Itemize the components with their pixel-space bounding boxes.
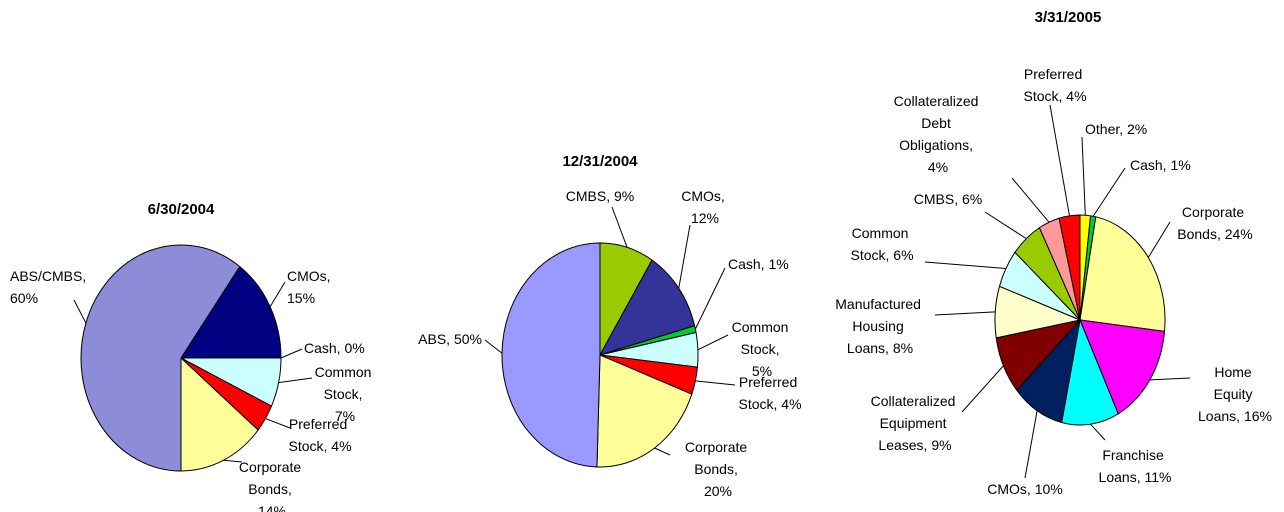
slice-label: ABS/CMBS, 60% — [10, 268, 90, 306]
slice-label: Preferred Stock, 4% — [288, 416, 351, 454]
slice-label: CMBS, 9% — [566, 188, 634, 204]
leader-line — [961, 365, 1004, 413]
slice-label: Cash, 1% — [1130, 157, 1191, 173]
leader-line — [654, 447, 671, 456]
slice-label: Common Stock, 7% — [315, 364, 376, 424]
leader-line — [484, 339, 503, 354]
leader-line — [924, 261, 1006, 269]
leader-line — [697, 334, 729, 351]
leader-line — [1011, 177, 1050, 223]
leader-line — [278, 377, 313, 384]
slice-label: Home Equity Loans, 16% — [1198, 364, 1272, 424]
slice-label: Manufactured Housing Loans, 8% — [835, 296, 925, 356]
leader-line — [1092, 167, 1126, 217]
slice-label: CMBS, 6% — [914, 191, 982, 207]
chart-title: 12/31/2004 — [562, 153, 638, 170]
slice-label: CMOs, 12% — [681, 188, 728, 226]
leader-line — [280, 348, 303, 359]
slice-label: Other, 2% — [1085, 121, 1147, 137]
slice-label: Common Stock, 6% — [850, 225, 913, 263]
slice-label: Collateralized Debt Obligations, 4% — [894, 93, 983, 175]
slice-label: Cash, 0% — [304, 340, 365, 356]
slice-label: Franchise Loans, 11% — [1099, 447, 1172, 485]
leader-line — [1149, 377, 1191, 381]
leader-line — [695, 380, 736, 386]
slice-label: Preferred Stock, 4% — [1023, 66, 1086, 104]
leader-line — [678, 224, 691, 289]
slice-label: Corporate Bonds, 24% — [1177, 204, 1253, 242]
slice-label: CMOs, 15% — [287, 268, 334, 306]
pie-slice — [80, 244, 241, 472]
leader-line — [1090, 423, 1106, 441]
slice-label: CMOs, 10% — [987, 481, 1062, 497]
leader-line — [1024, 410, 1038, 479]
pie-slice — [180, 356, 259, 472]
leader-line — [73, 299, 87, 324]
slice-label: Common Stock, 5% — [732, 319, 793, 379]
pie-slice — [1058, 214, 1081, 321]
slice-label: Corporate Bonds, 20% — [685, 439, 751, 499]
leader-line — [223, 459, 243, 463]
leader-line — [1081, 136, 1086, 216]
leader-line — [934, 311, 996, 316]
pie-slice — [1079, 216, 1166, 332]
leader-line — [984, 211, 1027, 240]
leader-line — [1049, 104, 1070, 216]
leader-line — [694, 267, 726, 330]
leader-line — [265, 418, 291, 429]
slice-label: Cash, 1% — [728, 256, 789, 272]
slice-label: Preferred Stock, 4% — [738, 374, 801, 412]
pie-slice — [1079, 319, 1166, 415]
leader-line — [1147, 221, 1171, 258]
slice-label: ABS, 50% — [418, 331, 482, 347]
pie-slice — [501, 242, 601, 468]
slice-label: Collateralized Equipment Leases, 9% — [871, 393, 960, 453]
pie-slice — [180, 265, 282, 359]
chart-title: 6/30/2004 — [148, 201, 215, 218]
pie-slice — [598, 259, 696, 356]
chart-title: 3/31/2005 — [1035, 9, 1102, 26]
slice-label: Corporate Bonds, 14% — [239, 459, 305, 512]
leader-line — [269, 281, 286, 307]
leader-line — [611, 206, 628, 248]
